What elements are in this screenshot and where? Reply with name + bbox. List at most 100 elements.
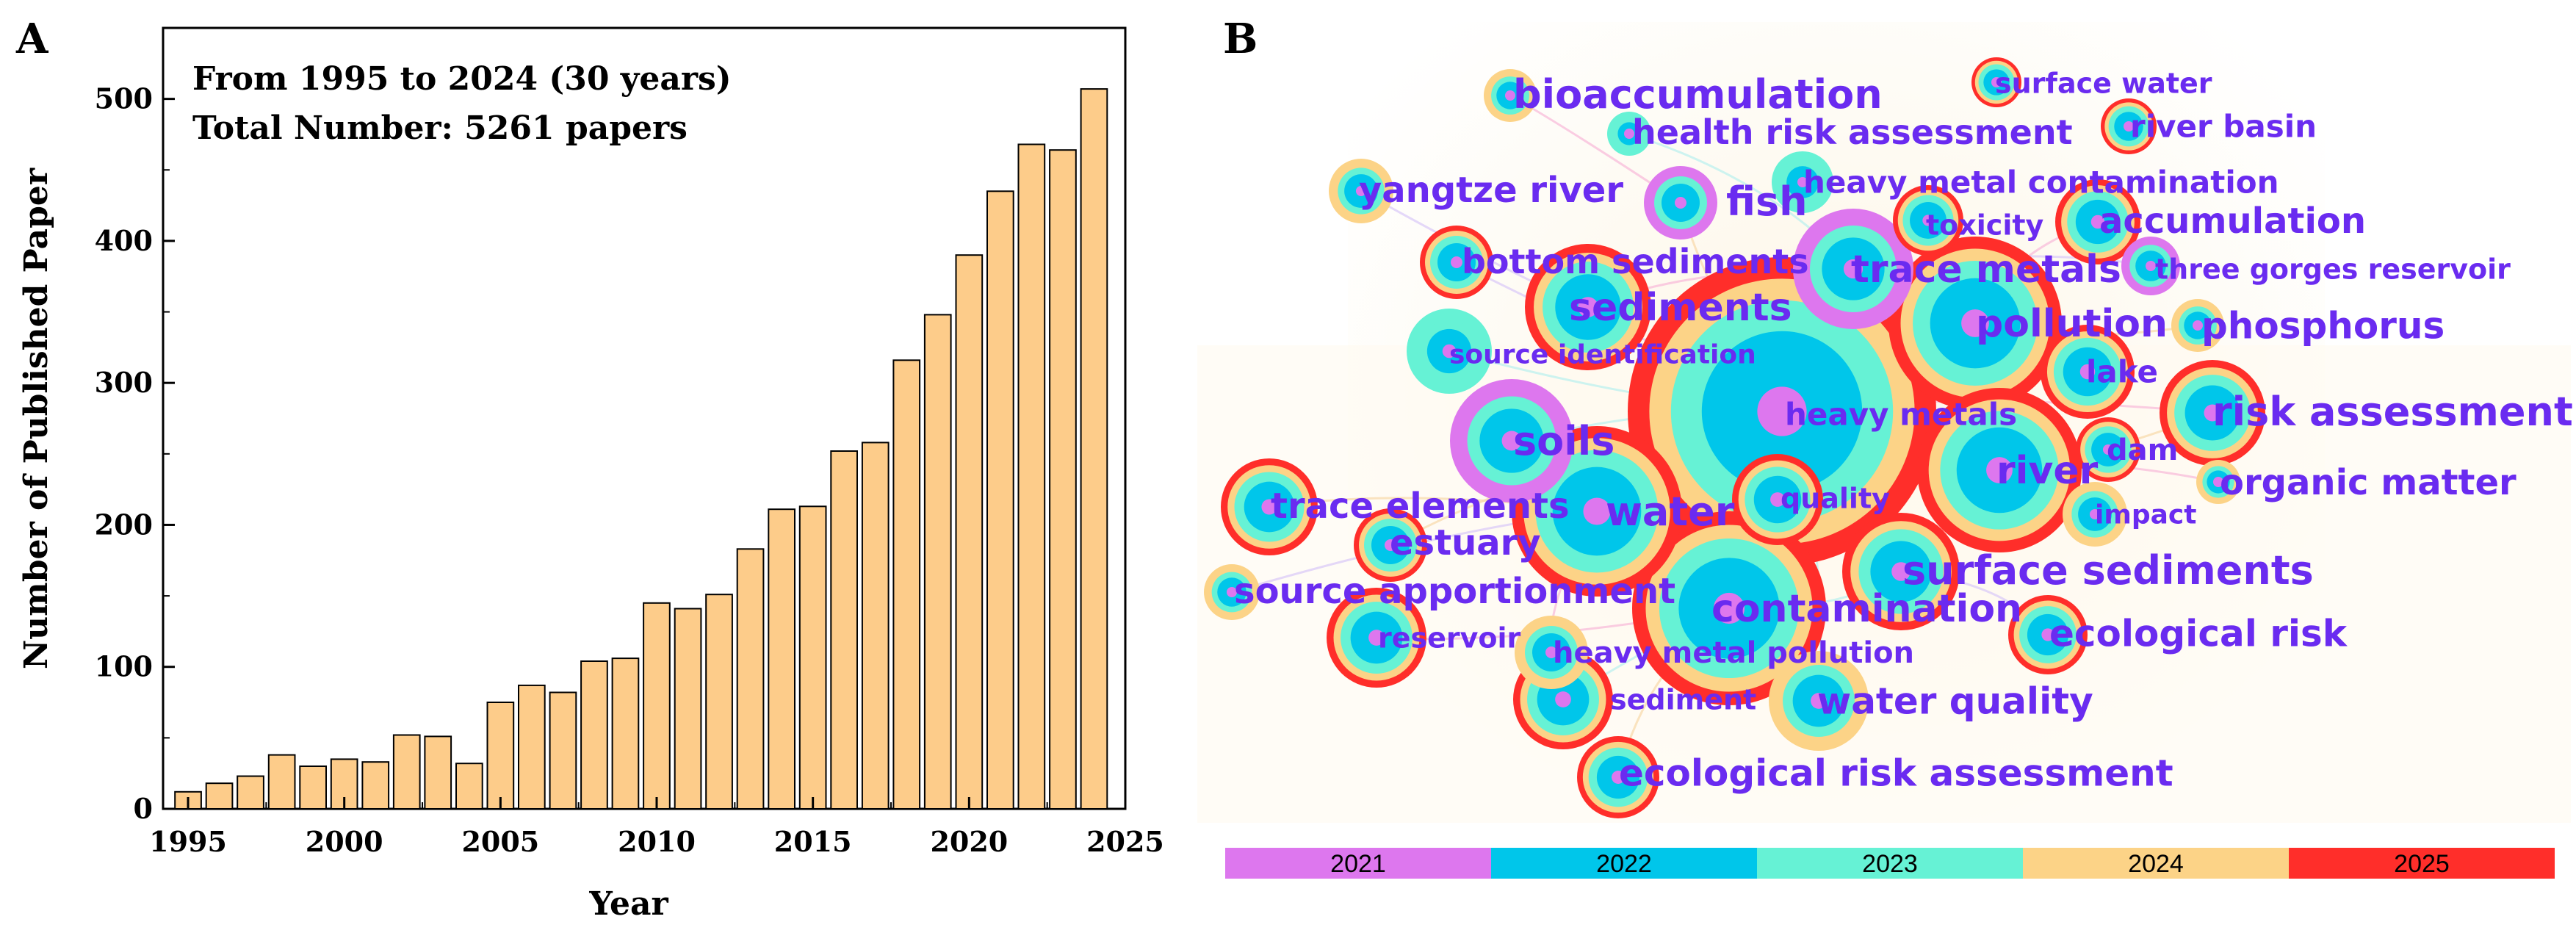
bar-2006 bbox=[518, 684, 546, 810]
node-quality[interactable] bbox=[1732, 454, 1823, 545]
keyword-label: water quality bbox=[1817, 680, 2093, 723]
keyword-label: lake bbox=[2086, 354, 2158, 390]
keyword-label: heavy metal contamination bbox=[1803, 165, 2279, 201]
node-core bbox=[2193, 320, 2203, 331]
node-accumulation[interactable] bbox=[2055, 179, 2140, 264]
node-core bbox=[1355, 185, 1367, 197]
node-core bbox=[1811, 693, 1827, 709]
node-health-risk-assessment[interactable] bbox=[1607, 112, 1651, 156]
node-source-apportionment[interactable] bbox=[1204, 564, 1260, 620]
node-core bbox=[1891, 562, 1911, 581]
keyword-label: soils bbox=[1513, 418, 1614, 464]
network-nodes bbox=[1204, 57, 2265, 818]
legend-swatch-2024 bbox=[2023, 848, 2289, 879]
node-contamination[interactable] bbox=[1632, 511, 1826, 705]
node-bottom-sediments[interactable] bbox=[1420, 226, 1493, 299]
node-sediments[interactable] bbox=[1525, 244, 1651, 370]
keyword-label: risk assessment bbox=[2212, 389, 2573, 435]
keyword-label: health risk assessment bbox=[1632, 112, 2073, 152]
node-core bbox=[2102, 444, 2114, 455]
node-trace-metals[interactable] bbox=[1793, 209, 1913, 329]
keyword-label: contamination bbox=[1711, 587, 2022, 631]
node-core bbox=[1961, 309, 1989, 337]
x-axis-title: Year bbox=[588, 885, 668, 923]
keyword-label: ecological risk assessment bbox=[1619, 752, 2173, 795]
bar-2022 bbox=[1017, 143, 1046, 810]
node-core bbox=[1922, 215, 1934, 226]
bar-2017 bbox=[861, 442, 890, 810]
y-axis: 0 100 200 300 400 500 bbox=[95, 82, 175, 825]
node-phosphorus[interactable] bbox=[2171, 299, 2224, 352]
node-river-basin[interactable] bbox=[2101, 98, 2157, 154]
legend-swatch-2023 bbox=[1757, 848, 2023, 879]
node-dam[interactable] bbox=[2076, 417, 2140, 482]
node-lake[interactable] bbox=[2041, 325, 2135, 419]
bar-2021 bbox=[986, 190, 1014, 810]
node-core bbox=[1368, 630, 1385, 646]
node-core bbox=[1442, 344, 1457, 359]
node-fish[interactable] bbox=[1644, 166, 1717, 239]
bar-2010 bbox=[643, 602, 671, 810]
panel-label-a: A bbox=[15, 15, 49, 63]
node-core bbox=[1624, 129, 1634, 139]
node-risk-assessment[interactable] bbox=[2160, 360, 2265, 466]
node-reservoir[interactable] bbox=[1327, 588, 1426, 688]
node-water-quality[interactable] bbox=[1769, 651, 1869, 751]
legend-label: 2025 bbox=[2394, 850, 2450, 878]
x-axis: 1995 2000 2005 2010 2015 2020 2025 bbox=[149, 797, 1164, 858]
node-heavy-metals[interactable] bbox=[1628, 257, 1936, 566]
bar-2019 bbox=[923, 314, 952, 810]
node-core bbox=[1986, 457, 2013, 483]
node-surface-sediments[interactable] bbox=[1842, 513, 1960, 630]
keyword-label: source identification bbox=[1449, 340, 1756, 370]
legend-swatch-2021 bbox=[1225, 848, 1491, 879]
keyword-label: ecological risk bbox=[2049, 613, 2348, 655]
node-core bbox=[2090, 215, 2105, 229]
node-core bbox=[1451, 256, 1462, 268]
legend-label: 2023 bbox=[1862, 850, 1918, 878]
node-soils[interactable] bbox=[1450, 379, 1573, 502]
keyword-label: three gorges reservoir bbox=[2155, 253, 2511, 285]
keyword-label: heavy metal pollution bbox=[1553, 636, 1914, 670]
node-yangtze-river[interactable] bbox=[1329, 159, 1393, 223]
node-estuary[interactable] bbox=[1354, 508, 1427, 582]
node-organic-matter[interactable] bbox=[2196, 460, 2240, 504]
node-toxicity[interactable] bbox=[1893, 185, 1963, 256]
keyword-label: sediment bbox=[1610, 683, 1756, 716]
node-trace-elements[interactable] bbox=[1221, 458, 1318, 555]
keyword-label: yangtze river bbox=[1359, 170, 1623, 211]
node-core bbox=[1545, 646, 1557, 658]
node-core bbox=[2146, 261, 2156, 271]
node-ecological-risk-assessment[interactable] bbox=[1577, 736, 1659, 818]
node-heavy-metal-contamination[interactable] bbox=[1772, 151, 1833, 213]
bar-2013 bbox=[736, 548, 765, 810]
bar-1996 bbox=[205, 782, 234, 810]
node-core bbox=[1583, 497, 1611, 525]
bar-2003 bbox=[424, 735, 452, 810]
panel-label-b: B bbox=[1223, 15, 1258, 63]
node-source-identification[interactable] bbox=[1407, 309, 1492, 394]
legend-swatch-2022 bbox=[1491, 848, 1757, 879]
y-tick-label: 400 bbox=[95, 224, 153, 257]
keyword-label: bottom sediments bbox=[1462, 242, 1809, 281]
node-ecological-risk[interactable] bbox=[2008, 595, 2088, 674]
node-impact[interactable] bbox=[2063, 482, 2127, 547]
bar-chart-panel: A 0 100 200 300 400 500 1995 2000 2005 2010 2015 2… bbox=[15, 15, 1164, 923]
node-three-gorges-reservoir[interactable] bbox=[2121, 237, 2180, 295]
node-core bbox=[1261, 499, 1277, 515]
node-surface-water[interactable] bbox=[1971, 57, 2021, 107]
node-river[interactable] bbox=[1917, 388, 2082, 552]
keyword-label: quality bbox=[1781, 482, 1890, 514]
node-heavy-metal-pollution[interactable] bbox=[1515, 616, 1588, 689]
node-bioaccumulation[interactable] bbox=[1484, 69, 1537, 122]
node-core bbox=[1612, 771, 1625, 784]
node-core bbox=[1757, 386, 1807, 436]
node-pollution[interactable] bbox=[1888, 237, 2062, 410]
bar-2009 bbox=[611, 658, 640, 810]
y-axis-title: Number of Published Paper bbox=[18, 167, 55, 669]
y-tick-label: 100 bbox=[95, 650, 153, 683]
bar-1999 bbox=[299, 766, 327, 810]
keyword-label: accumulation bbox=[2099, 201, 2366, 242]
